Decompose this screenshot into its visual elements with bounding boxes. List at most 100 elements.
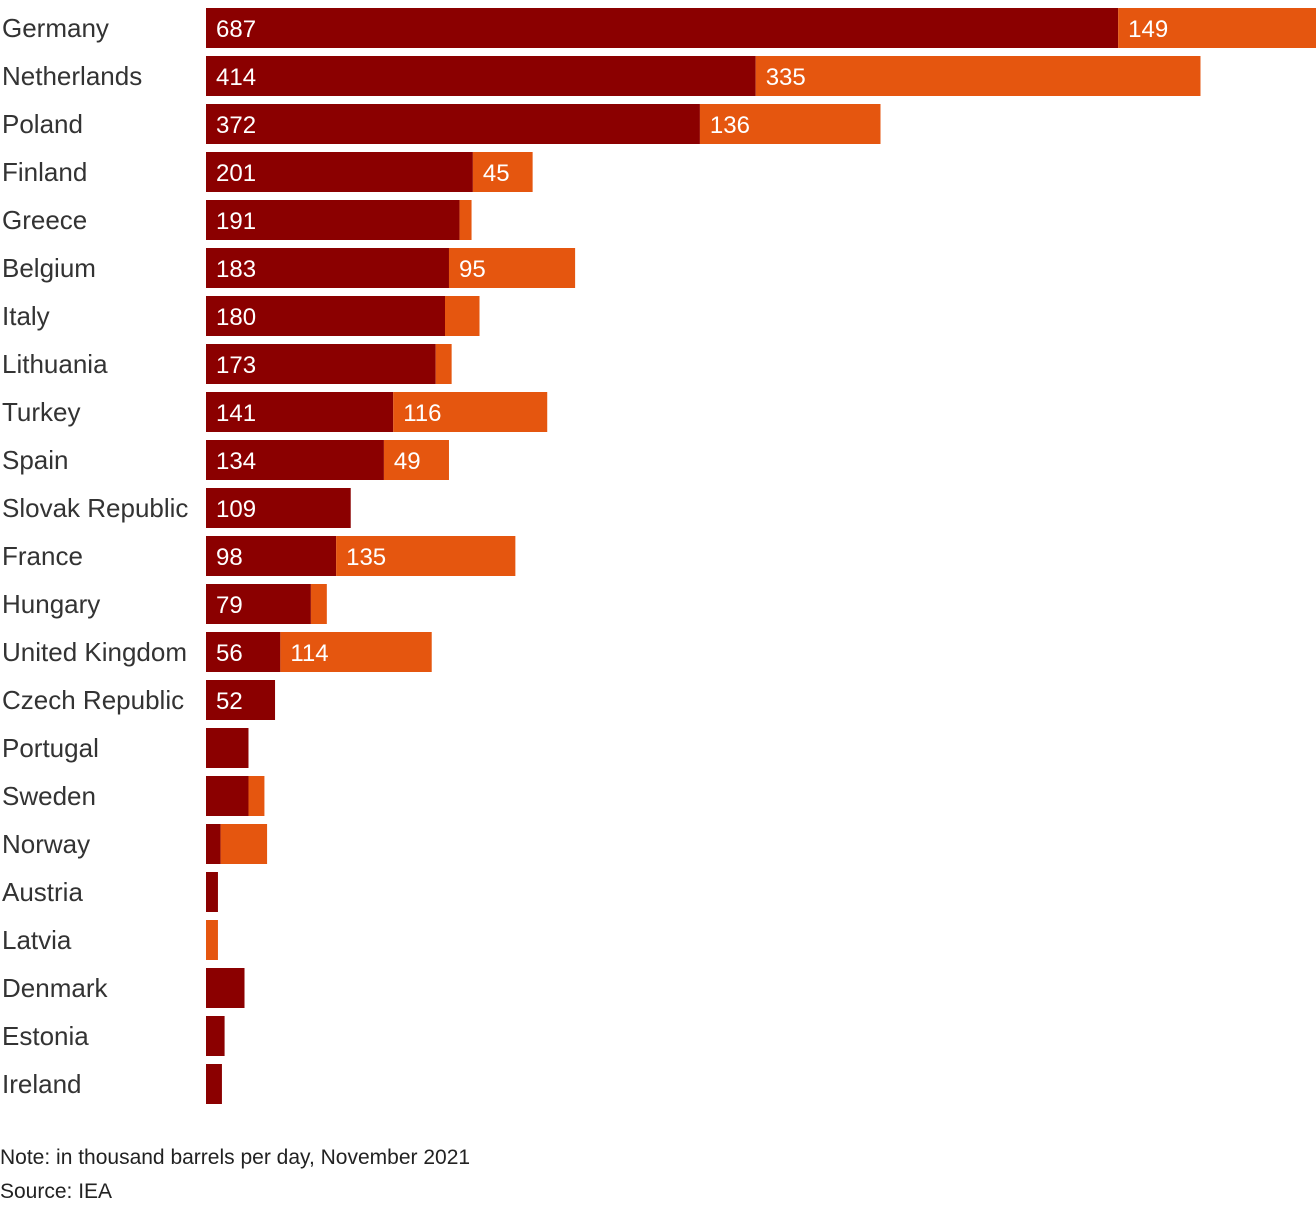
bar-segment-1 bbox=[206, 296, 445, 336]
category-label: Portugal bbox=[2, 733, 99, 763]
bar-row-sweden: Sweden bbox=[2, 776, 265, 816]
category-label: Italy bbox=[2, 301, 50, 331]
bar-segment-1 bbox=[206, 56, 756, 96]
bar-segment-2 bbox=[383, 440, 449, 480]
value-label: 183 bbox=[216, 256, 256, 283]
bar-segment-2 bbox=[220, 824, 268, 864]
bar-segment-2 bbox=[472, 152, 533, 192]
bar-segment-1 bbox=[206, 968, 245, 1008]
value-label: 109 bbox=[216, 496, 256, 523]
value-label: 335 bbox=[766, 64, 806, 91]
bar-segment-2 bbox=[699, 104, 881, 144]
bar-row-denmark: Denmark bbox=[2, 968, 245, 1008]
bar-segment-1 bbox=[206, 104, 700, 144]
category-label: Poland bbox=[2, 109, 83, 139]
value-label: 45 bbox=[483, 160, 510, 187]
bar-segment-2 bbox=[336, 536, 516, 576]
category-label: United Kingdom bbox=[2, 637, 187, 667]
bar-row-lithuania: Lithuania 173 bbox=[2, 344, 452, 384]
bar-segment-1 bbox=[206, 776, 249, 816]
category-label: Sweden bbox=[2, 781, 96, 811]
category-label: Spain bbox=[2, 445, 69, 475]
category-label: Lithuania bbox=[2, 349, 108, 379]
bar-segment-2 bbox=[280, 632, 432, 672]
bar-segment-1 bbox=[206, 8, 1119, 48]
bar-segment-1 bbox=[206, 392, 394, 432]
bar-row-ireland: Ireland bbox=[2, 1064, 222, 1104]
bar-segment-2 bbox=[459, 200, 472, 240]
bar-segment-2 bbox=[248, 776, 265, 816]
value-label: 201 bbox=[216, 160, 256, 187]
bar-row-netherlands: Netherlands 414 335 bbox=[2, 56, 1201, 96]
bar-segment-1 bbox=[206, 680, 276, 720]
bar-segment-1 bbox=[206, 1016, 225, 1056]
bar-segment-2 bbox=[206, 920, 218, 960]
bar-segment-2 bbox=[755, 56, 1201, 96]
bar-segment-1 bbox=[206, 200, 460, 240]
category-label: Denmark bbox=[2, 973, 108, 1003]
bar-row-hungary: Hungary 79 bbox=[2, 584, 327, 624]
category-label: Hungary bbox=[2, 589, 100, 619]
value-label: 191 bbox=[216, 208, 256, 235]
chart-source: Source: IEA bbox=[0, 1180, 113, 1203]
bar-row-portugal: Portugal bbox=[2, 728, 249, 768]
value-label: 114 bbox=[290, 640, 328, 667]
bar-row-austria: Austria bbox=[2, 872, 218, 912]
value-label: 79 bbox=[216, 592, 243, 619]
bar-segment-1 bbox=[206, 488, 351, 528]
bar-row-united-kingdom: United Kingdom 56 114 bbox=[2, 632, 432, 672]
category-label: Finland bbox=[2, 157, 87, 187]
bar-row-spain: Spain 134 49 bbox=[2, 440, 449, 480]
bar-row-czech-republic: Czech Republic 52 bbox=[2, 680, 276, 720]
category-label: Latvia bbox=[2, 925, 72, 955]
bar-row-norway: Norway bbox=[2, 824, 268, 864]
bar-segment-1 bbox=[206, 728, 249, 768]
value-label: 141 bbox=[216, 400, 256, 427]
bar-segment-1 bbox=[206, 344, 436, 384]
bar-segment-2 bbox=[448, 248, 576, 288]
value-label: 95 bbox=[459, 256, 486, 283]
bar-segment-1 bbox=[206, 152, 473, 192]
category-label: Estonia bbox=[2, 1021, 89, 1051]
value-label: 149 bbox=[1128, 16, 1168, 43]
value-label: 116 bbox=[403, 400, 441, 427]
bar-row-germany: Germany 687 149 bbox=[2, 8, 1316, 48]
bar-row-slovak-republic: Slovak Republic 109 bbox=[2, 488, 351, 528]
bar-segment-1 bbox=[206, 248, 449, 288]
category-label: Germany bbox=[2, 13, 109, 43]
category-label: France bbox=[2, 541, 83, 571]
bar-row-turkey: Turkey 141 116 bbox=[2, 392, 548, 432]
value-label: 49 bbox=[394, 448, 421, 475]
value-label: 372 bbox=[216, 112, 256, 139]
value-label: 180 bbox=[216, 304, 256, 331]
value-label: 173 bbox=[216, 352, 256, 379]
bar-segment-2 bbox=[393, 392, 548, 432]
stacked-bar-chart: Germany 687 149 Netherlands 414 335 Poland 372 1… bbox=[2, 8, 1316, 1104]
bar-segment-1 bbox=[206, 584, 311, 624]
value-label: 56 bbox=[216, 640, 243, 667]
value-label: 135 bbox=[346, 544, 386, 571]
bar-row-greece: Greece 191 bbox=[2, 200, 472, 240]
bar-row-latvia: Latvia bbox=[2, 920, 218, 960]
category-label: Greece bbox=[2, 205, 87, 235]
bar-segment-2 bbox=[1118, 8, 1316, 48]
bar-segment-2 bbox=[444, 296, 480, 336]
chart-note: Note: in thousand barrels per day, Novem… bbox=[0, 1146, 471, 1169]
bar-segment-1 bbox=[206, 872, 218, 912]
category-label: Turkey bbox=[2, 397, 81, 427]
bar-segment-1 bbox=[206, 632, 281, 672]
bar-row-poland: Poland 372 136 bbox=[2, 104, 881, 144]
value-label: 98 bbox=[216, 544, 243, 571]
bar-segment-1 bbox=[206, 1064, 222, 1104]
bar-row-finland: Finland 201 45 bbox=[2, 152, 533, 192]
value-label: 414 bbox=[216, 64, 256, 91]
value-label: 136 bbox=[710, 112, 750, 139]
bar-segment-1 bbox=[206, 536, 337, 576]
bar-row-france: France 98 135 bbox=[2, 536, 516, 576]
value-label: 52 bbox=[216, 688, 243, 715]
bar-row-estonia: Estonia bbox=[2, 1016, 225, 1056]
category-label: Netherlands bbox=[2, 61, 142, 91]
category-label: Belgium bbox=[2, 253, 96, 283]
value-label: 687 bbox=[216, 16, 256, 43]
category-label: Austria bbox=[2, 877, 83, 907]
